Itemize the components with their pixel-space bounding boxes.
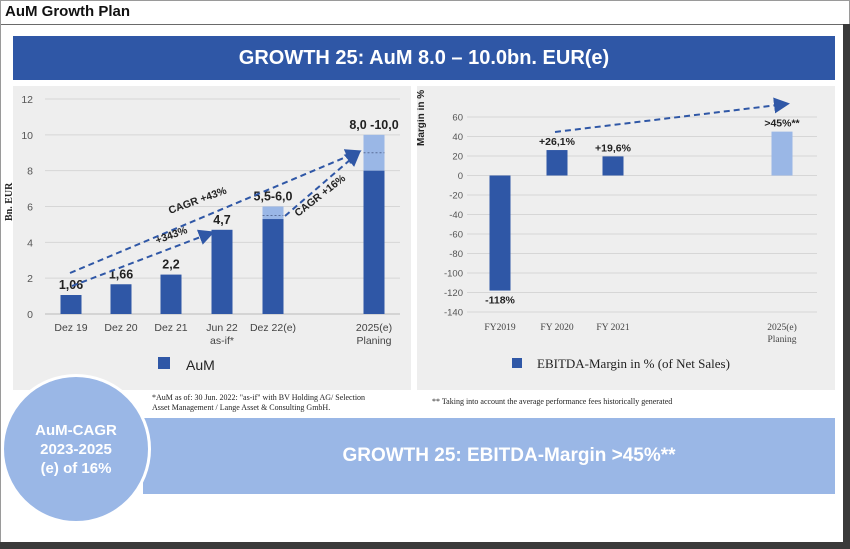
title-bar: AuM Growth Plan <box>0 0 850 25</box>
aum-bar <box>262 219 284 314</box>
aum-x-tick-label: Dez 19 <box>54 322 87 334</box>
margin-y-tick-label: -120 <box>444 288 463 299</box>
margin-y-tick-label: 20 <box>452 152 463 163</box>
margin-y-tick-label: -100 <box>444 269 463 280</box>
aum-value-label: 5,5-6,0 <box>254 190 293 204</box>
margin-x-tick-label: 2025(e) <box>767 322 797 333</box>
aum-bar <box>160 274 182 314</box>
margin-x-tick-label: FY 2021 <box>596 323 629 333</box>
margin-y-tick-label: -140 <box>444 308 463 319</box>
aum-y-tick-label: 8 <box>27 166 33 178</box>
margin-y-tick-label: -60 <box>449 230 463 241</box>
page-title: AuM Growth Plan <box>5 3 130 20</box>
aum-x-tick-label: Dez 21 <box>154 322 187 334</box>
aum-y-tick-label: 4 <box>27 237 33 249</box>
aum-growth-banner: GROWTH 25: AuM 8.0 – 10.0bn. EUR(e) <box>13 36 835 80</box>
growth343-arrow <box>71 229 215 287</box>
aum-value-label: 8,0 -10,0 <box>349 118 398 132</box>
aum-range-bar <box>262 206 284 220</box>
aum-bar-chart: 0 2 4 6 8 10 12 Dez 19 Dez 20 Dez 21 Jun 22as-if*… <box>4 94 400 373</box>
margin-value-label: +26,1% <box>539 136 576 148</box>
aum-bar <box>363 170 385 314</box>
margin-x-tick-sublabel: Planing <box>767 335 796 345</box>
aum-value-label: 4,7 <box>213 213 230 227</box>
aum-value-label: 2,2 <box>162 258 179 272</box>
aum-value-label: 1,06 <box>59 278 83 292</box>
margin-x-tick-label: FY 2020 <box>540 323 573 333</box>
margin-legend-swatch <box>512 358 522 368</box>
margin-value-label: -118% <box>485 295 515 307</box>
margin-y-tick-label: -20 <box>449 191 463 202</box>
aum-bar <box>211 229 233 314</box>
ebitda-margin-chart: -140 -120 -100 -80 -60 -40 -20 0 20 40 60 FY2019 FY… <box>417 90 817 371</box>
aum-value-label: 1,66 <box>109 267 133 281</box>
margin-x-tick-label: FY2019 <box>484 323 515 333</box>
margin-bar <box>602 156 624 176</box>
margin-y-tick-label: -80 <box>449 249 463 260</box>
margin-trend-arrow <box>554 97 790 133</box>
aum-y-axis-label: Bn. EUR <box>4 182 15 221</box>
aum-cagr-badge: AuM-CAGR 2023-2025 (e) of 16% <box>1 374 151 524</box>
aum-legend-swatch <box>158 357 170 369</box>
aum-x-tick-label: 2025(e) <box>356 322 392 334</box>
aum-y-tick-label: 12 <box>21 94 33 106</box>
margin-y-tick-label: -40 <box>449 210 463 221</box>
margin-bar <box>771 131 793 176</box>
frame-shadow-right <box>843 24 850 549</box>
cagr16-annotation: CAGR +16% <box>292 172 348 219</box>
margin-y-tick-label: 60 <box>452 113 463 124</box>
margin-bar <box>546 150 568 176</box>
margin-y-axis-label: Margin in % <box>417 90 427 146</box>
aum-x-tick-label: Dez 22(e) <box>250 322 296 334</box>
aum-x-tick-label: Dez 20 <box>104 322 137 334</box>
aum-x-tick-sublabel: Planing <box>356 335 391 347</box>
aum-bar <box>110 284 132 314</box>
margin-value-label: +19,6% <box>595 142 632 154</box>
aum-y-tick-label: 6 <box>27 202 33 214</box>
aum-x-tick-label: Jun 22 <box>206 322 238 334</box>
aum-x-tick-sublabel: as-if* <box>210 335 234 347</box>
margin-bar <box>489 175 511 291</box>
aum-bar <box>60 295 82 314</box>
aum-y-tick-label: 10 <box>21 130 33 142</box>
aum-range-bar <box>363 134 385 171</box>
aum-y-tick-label: 0 <box>27 309 33 321</box>
aum-y-tick-label: 2 <box>27 273 33 285</box>
aum-legend-label: AuM <box>186 357 215 373</box>
cagr43-arrow <box>69 149 362 274</box>
frame-shadow-bottom <box>0 542 850 549</box>
margin-y-tick-label: 40 <box>452 132 463 143</box>
ebitda-margin-banner: GROWTH 25: EBITDA-Margin >45%** <box>143 418 835 494</box>
margin-value-label: >45%** <box>764 118 800 130</box>
margin-legend-label: EBITDA-Margin in % (of Net Sales) <box>537 356 730 371</box>
aum-footnote: *AuM as of: 30 Jun. 2022: "as-if" with B… <box>152 393 366 412</box>
margin-footnote: ** Taking into account the average perfo… <box>432 397 673 406</box>
cagr16-arrow <box>284 150 362 217</box>
margin-y-tick-label: 0 <box>458 171 463 182</box>
